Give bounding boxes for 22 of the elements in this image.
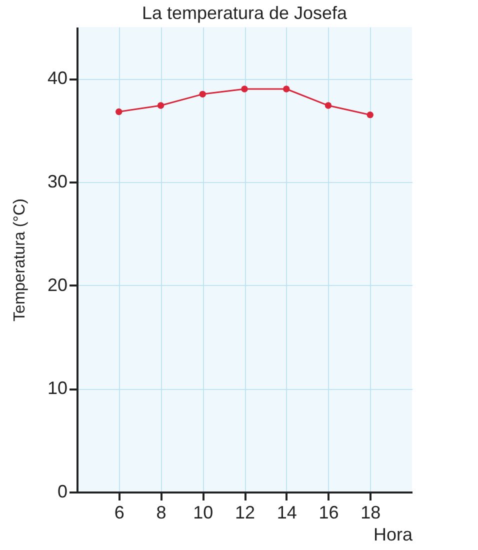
y-tick-label: 10 — [47, 378, 68, 398]
x-tick-label: 16 — [318, 502, 339, 522]
y-axis-title: Temperatura (°C) — [11, 198, 28, 322]
x-tick-label: 6 — [114, 502, 124, 522]
x-tick-label: 14 — [276, 502, 297, 522]
point — [324, 102, 332, 109]
x-axis-title: Hora — [373, 524, 414, 544]
point — [199, 90, 206, 98]
x-tick-label: 12 — [234, 502, 256, 522]
point — [241, 86, 248, 92]
x-tick-label: 10 — [193, 502, 214, 522]
y-tick-label: 20 — [47, 274, 68, 295]
x-tick-label: 18 — [360, 502, 381, 522]
point — [366, 111, 374, 118]
point — [116, 108, 122, 116]
y-tick-label: 30 — [47, 172, 68, 192]
chart-title: La temperatura de Josefa — [142, 3, 348, 23]
point — [283, 86, 290, 92]
y-tick-label: 0 — [57, 482, 68, 502]
point — [157, 102, 164, 109]
x-tick-label: 8 — [156, 502, 166, 522]
y-tick-label: 40 — [47, 68, 68, 88]
